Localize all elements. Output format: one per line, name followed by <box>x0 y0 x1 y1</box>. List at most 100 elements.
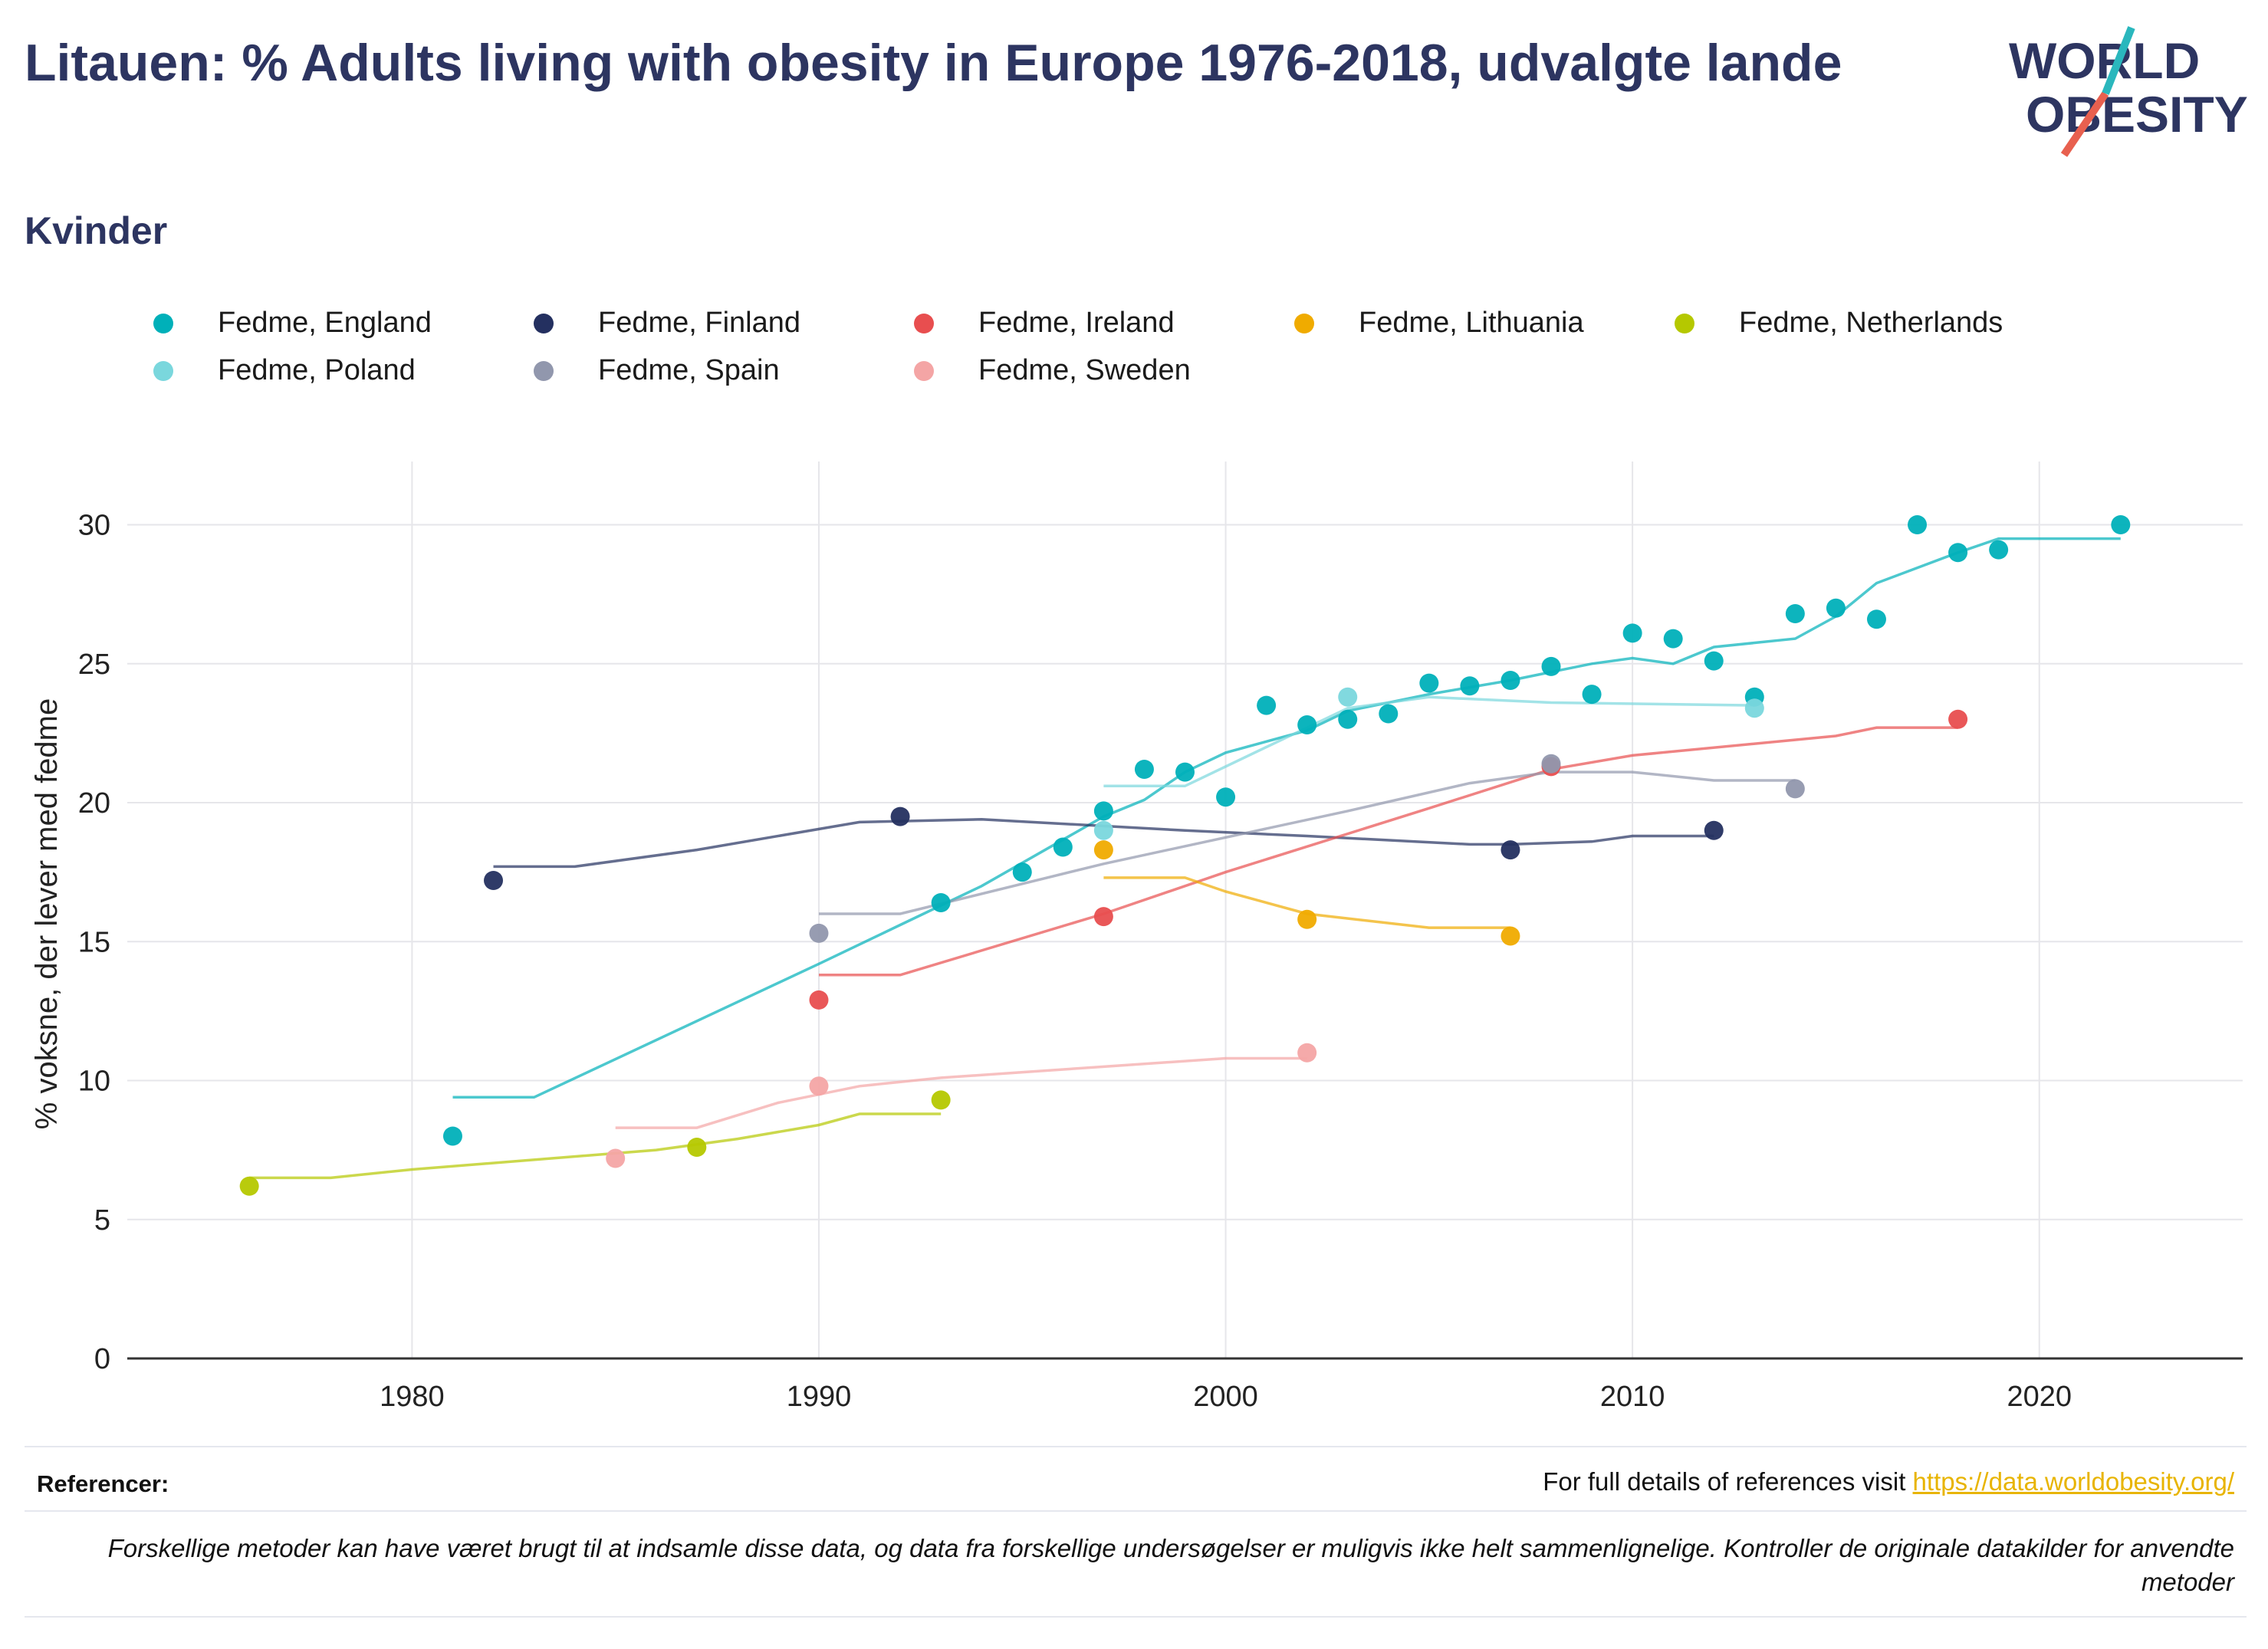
legend-item[interactable]: Fedme, Poland <box>153 354 416 387</box>
data-point[interactable] <box>606 1148 626 1168</box>
data-point[interactable] <box>1500 840 1520 860</box>
data-point[interactable] <box>1908 515 1928 534</box>
svg-text:WORLD: WORLD <box>2009 32 2200 89</box>
chart-legend: Fedme, England Fedme, Finland Fedme, Irela… <box>153 307 2147 406</box>
legend-marker <box>1675 313 1694 333</box>
svg-text:OBESITY: OBESITY <box>2026 86 2248 143</box>
data-point[interactable] <box>1582 685 1602 705</box>
data-point[interactable] <box>1175 762 1195 782</box>
data-point[interactable] <box>1500 671 1520 690</box>
data-point[interactable] <box>1826 598 1846 618</box>
data-point[interactable] <box>1948 543 1968 563</box>
data-point[interactable] <box>809 1076 829 1096</box>
data-point[interactable] <box>1093 840 1113 860</box>
data-point[interactable] <box>239 1176 259 1196</box>
data-point[interactable] <box>931 1090 951 1110</box>
legend-marker <box>1294 313 1314 333</box>
chart-subtitle: Kvinder <box>25 209 168 252</box>
legend-item[interactable]: Fedme, Finland <box>534 307 800 340</box>
footer-divider <box>25 1446 2247 1447</box>
series-trend-line <box>615 1056 1307 1129</box>
legend-label: Fedme, Lithuania <box>1359 307 1584 339</box>
data-point[interactable] <box>484 871 504 890</box>
data-point[interactable] <box>1500 926 1520 946</box>
chart-title: Litauen: % Adults living with obesity in… <box>25 34 1842 92</box>
data-point[interactable] <box>1419 673 1439 693</box>
footer-divider-3 <box>25 1616 2247 1618</box>
data-point[interactable] <box>1093 907 1113 927</box>
data-point[interactable] <box>1012 862 1032 882</box>
legend-label: Fedme, Spain <box>598 354 780 386</box>
footer-divider-2 <box>25 1510 2247 1512</box>
data-point[interactable] <box>1989 540 2009 560</box>
data-point[interactable] <box>442 1126 462 1146</box>
series-trend-line <box>1103 695 1755 788</box>
data-point[interactable] <box>1297 909 1317 929</box>
legend-item[interactable]: Fedme, England <box>153 307 432 340</box>
data-point[interactable] <box>1541 656 1561 676</box>
references-label: Referencer: <box>37 1470 169 1497</box>
y-tick-label: 0 <box>94 1343 110 1375</box>
data-point[interactable] <box>2111 515 2131 534</box>
data-point[interactable] <box>1297 1043 1317 1063</box>
data-point[interactable] <box>809 990 829 1010</box>
data-point[interactable] <box>1866 609 1886 629</box>
data-point[interactable] <box>1093 801 1113 821</box>
x-tick-label: 2010 <box>1600 1381 1665 1413</box>
data-point[interactable] <box>1338 709 1358 729</box>
data-point[interactable] <box>687 1138 707 1157</box>
legend-marker <box>153 360 173 381</box>
legend-item[interactable]: Fedme, Lithuania <box>1294 307 1584 340</box>
data-point[interactable] <box>1663 629 1683 649</box>
data-point[interactable] <box>1704 651 1724 671</box>
y-axis-label: % voksne, der lever med fedme <box>30 698 64 1129</box>
legend-item[interactable]: Fedme, Spain <box>534 354 780 387</box>
y-tick-label: 20 <box>78 787 110 820</box>
series-trend-line <box>1103 876 1510 929</box>
y-tick-label: 5 <box>94 1204 110 1237</box>
legend-marker <box>914 360 934 381</box>
gridlines <box>127 462 2243 1358</box>
data-point[interactable] <box>1541 754 1561 774</box>
x-tick-label: 1990 <box>787 1381 852 1413</box>
data-point[interactable] <box>1948 709 1968 729</box>
legend-item[interactable]: Fedme, Netherlands <box>1675 307 2003 340</box>
references-link[interactable]: https://data.worldobesity.org/ <box>1912 1467 2234 1496</box>
y-tick-label: 25 <box>78 649 110 681</box>
data-point[interactable] <box>809 923 829 943</box>
data-point[interactable] <box>1785 604 1805 623</box>
series-trend-line <box>249 1112 942 1180</box>
data-point[interactable] <box>890 806 910 826</box>
references-prefix: For full details of references visit <box>1543 1467 1913 1496</box>
legend-marker <box>534 360 554 381</box>
y-tick-label: 30 <box>78 510 110 542</box>
legend-item[interactable]: Fedme, Ireland <box>914 307 1175 340</box>
legend-label: Fedme, Poland <box>218 354 416 386</box>
data-point[interactable] <box>1704 820 1724 840</box>
x-tick-label: 2000 <box>1193 1381 1258 1413</box>
legend-label: Fedme, Ireland <box>978 307 1175 339</box>
disclaimer-text: Forskellige metoder kan have været brugt… <box>107 1534 2234 1596</box>
legend-label: Fedme, Netherlands <box>1739 307 2003 339</box>
data-point[interactable] <box>931 893 951 912</box>
data-point[interactable] <box>1460 676 1480 696</box>
data-point[interactable] <box>1622 623 1642 643</box>
data-point[interactable] <box>1338 687 1358 707</box>
data-point[interactable] <box>1744 698 1764 718</box>
data-point[interactable] <box>1379 704 1399 724</box>
legend-marker <box>534 313 554 333</box>
legend-item[interactable]: Fedme, Sweden <box>914 354 1191 387</box>
data-point[interactable] <box>1093 820 1113 840</box>
legend-label: Fedme, Finland <box>598 307 801 339</box>
data-point[interactable] <box>1134 760 1154 779</box>
legend-label: Fedme, Sweden <box>978 354 1191 386</box>
x-tick-label: 2020 <box>2007 1381 2072 1413</box>
data-point[interactable] <box>1257 695 1277 715</box>
y-tick-label: 15 <box>78 926 110 958</box>
x-tick-label: 1980 <box>380 1381 445 1413</box>
y-tick-label: 10 <box>78 1066 110 1098</box>
data-point[interactable] <box>1785 779 1805 799</box>
data-point[interactable] <box>1216 787 1236 807</box>
data-point[interactable] <box>1297 715 1317 734</box>
data-point[interactable] <box>1053 837 1073 857</box>
